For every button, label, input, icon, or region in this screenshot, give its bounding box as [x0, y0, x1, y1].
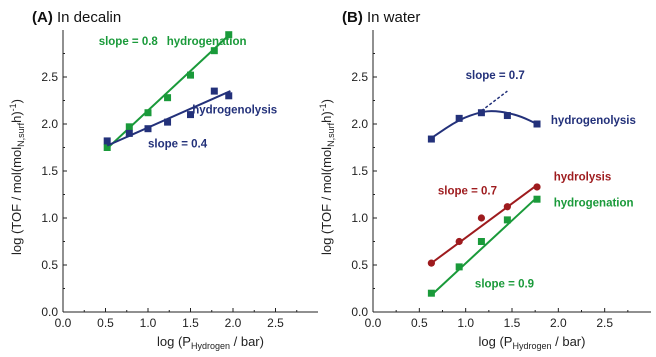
panel-a-y-tick-label: 1.0 — [41, 211, 58, 225]
panel-b-x-axis-label-prefix: log (P — [479, 334, 513, 349]
panel-a-x-tick-label: 1.5 — [182, 316, 199, 330]
panel-a-series-hydrogenation-point — [103, 144, 111, 151]
panel-b-series-hydrogenolysis-slope-guide — [480, 90, 508, 112]
panel-b-annotation: hydrogenation — [554, 198, 634, 210]
panel-b-y-tick-label: 1.5 — [351, 164, 368, 178]
panel-a-series-hydrogenation-point — [125, 123, 133, 131]
panel-a-y-axis-label-prefix: log (TOF / mol(mol — [9, 147, 24, 255]
panel-a-series-hydrogenation-point — [210, 47, 218, 55]
panel-b-x-tick-label: 2.0 — [550, 316, 567, 330]
panel-b-y-axis-label-sup: -1 — [318, 103, 328, 111]
panel-a-y-tick-label: 0.5 — [41, 258, 58, 272]
panel-a: (A) In decalin 0.0 0.5 1.0 1.5 2.0 2.5 0.0 0.5 1.… — [8, 9, 318, 351]
panel-a-title-text: In decalin — [53, 9, 121, 26]
panel-b-y-axis-label-suffix: h) — [319, 111, 334, 123]
panel-b-x-axis-label-sub: Hydrogen — [512, 341, 551, 351]
panel-a-series-hydrogenolysis-point — [164, 118, 172, 126]
panel-b-y-tick-label: 2.0 — [351, 117, 368, 131]
panel-b-title: (B) In water — [342, 9, 420, 26]
panel-b-y-axis-label: log (TOF / mol(molN,surfh)-1) — [318, 99, 336, 255]
panel-b-y-tick-label: 1.0 — [351, 211, 368, 225]
panel-b-series-hydrogenolysis-point — [477, 109, 485, 117]
panel-a-y-axis-label-suffix: h) — [9, 111, 24, 123]
panel-b-series-hydrogenation-point — [477, 238, 485, 245]
panel-b-x-tick-label: 2.5 — [596, 316, 613, 330]
panel-a-series-hydrogenolysis-point — [103, 137, 111, 145]
panel-b-series-hydrolysis-point — [455, 237, 463, 246]
panel-a-x-tick-label: 2.5 — [267, 316, 284, 330]
panel-b-y-tick-label: 0.5 — [351, 258, 368, 272]
panel-b-y-tick-label: 0.0 — [351, 305, 368, 319]
panel-a-y-tick-label: 2.5 — [41, 70, 58, 84]
panel-b: (B) In water 0.0 0.5 1.0 1.5 2.0 2.5 0.0 0.5 1.0 1… — [318, 9, 651, 351]
panel-a-x-axis-label-sub: Hydrogen — [191, 341, 230, 351]
panel-a-series-hydrogenolysis-point — [144, 125, 152, 133]
panel-a-y-axis-label-sup: -1 — [8, 103, 18, 111]
panel-b-series-hydrogenolysis-point — [533, 120, 541, 128]
panel-a-x-tick-label: 1.0 — [140, 316, 157, 330]
panel-b-x-tick-label: 1.5 — [504, 316, 521, 330]
panel-b-x-tick-label: 1.0 — [457, 316, 474, 330]
panel-a-series-hydrogenolysis-point — [125, 129, 133, 137]
panel-b-y-axis-label-sub: N,surf — [326, 122, 336, 147]
panel-a-x-axis-label-suffix: / bar) — [230, 334, 264, 349]
panel-b-series-hydrogenation-point — [427, 289, 435, 297]
panel-b-annotation: hydrogenolysis — [551, 115, 636, 127]
panel-a-series-hydrogenation-point — [164, 94, 172, 102]
panel-b-annotation: slope = 0.7 — [438, 186, 497, 198]
panel-b-series-hydrolysis-point — [533, 183, 541, 191]
panel-b-series-hydrolysis-point — [477, 214, 486, 222]
panel-b-annotation: slope = 0.9 — [475, 279, 534, 291]
panel-b-x-tick-label: 0.5 — [411, 316, 428, 330]
panel-b-letter: (B) — [342, 9, 363, 26]
panel-a-x-tick-label: 2.0 — [225, 316, 242, 330]
panel-a-series-hydrogenation-point — [187, 71, 194, 79]
panel-a-annotation: slope = 0.4 — [148, 139, 208, 151]
panel-b-y-axis-label-prefix: log (TOF / mol(mol — [319, 147, 334, 255]
panel-a-series-hydrogenolysis-point — [225, 92, 233, 100]
panel-a-title: (A) In decalin — [32, 9, 121, 26]
panel-a-series-hydrogenation-point — [144, 109, 152, 117]
panel-a-y-axis-label-sub: N,surf — [16, 122, 26, 147]
panel-a-y-tick-label: 1.5 — [41, 164, 58, 178]
panel-b-annotation: hydrolysis — [554, 171, 612, 183]
panel-b-annotation: slope = 0.7 — [466, 70, 525, 82]
panel-b-y-tick-label: 2.5 — [351, 70, 368, 84]
panel-b-series-hydrogenation-point — [533, 195, 541, 203]
panel-b-series-hydrogenolysis-point — [427, 135, 435, 143]
panel-b-series-hydrogenolysis-fit-curve — [430, 110, 538, 139]
panel-a-y-tick-label: 0.0 — [41, 305, 58, 319]
panel-b-series-hydrolysis-fit-line — [430, 184, 538, 264]
panel-a-x-axis-label: log (PHydrogen / bar) — [157, 334, 264, 351]
panel-a-series-hydrogenation-point — [225, 31, 233, 39]
panel-b-series-hydrogenolysis-point — [503, 112, 511, 120]
panel-b-series-hydrogenation-fit-line — [430, 196, 538, 296]
panel-b-series-hydrolysis-point — [427, 259, 435, 267]
panel-a-x-tick-label: 0.5 — [97, 316, 114, 330]
panel-a-x-tick-label: 0.0 — [55, 316, 72, 330]
panel-b-series-hydrolysis-point — [503, 203, 511, 211]
panel-a-series-hydrogenolysis-point — [210, 87, 218, 95]
panel-a-letter: (A) — [32, 9, 53, 26]
panel-a-annotation: hydrogenolysis — [192, 105, 277, 117]
panel-b-x-tick-label: 0.0 — [365, 316, 382, 330]
panel-b-title-text: In water — [363, 9, 421, 26]
panel-a-y-axis-label: log (TOF / mol(molN,surfh)-1) — [8, 99, 26, 255]
panel-b-series-hydrogenation-point — [503, 216, 511, 224]
panel-a-y-axis-label-close: ) — [9, 99, 24, 103]
panel-b-x-axis-label-suffix: / bar) — [552, 334, 586, 349]
panel-b-x-axis-label: log (PHydrogen / bar) — [479, 334, 586, 351]
panel-b-series-hydrogenolysis-point — [455, 114, 463, 122]
panel-a-annotation: hydrogenation — [167, 36, 247, 48]
panel-b-series-hydrogenation-point — [455, 263, 463, 271]
panel-a-x-axis-label-prefix: log (P — [157, 334, 191, 349]
panel-b-y-axis-label-close: ) — [319, 99, 334, 103]
panel-a-y-tick-label: 2.0 — [41, 117, 58, 131]
panel-a-annotation: slope = 0.8 — [99, 36, 159, 48]
panel-a-series-hydrogenolysis-point — [187, 111, 194, 119]
